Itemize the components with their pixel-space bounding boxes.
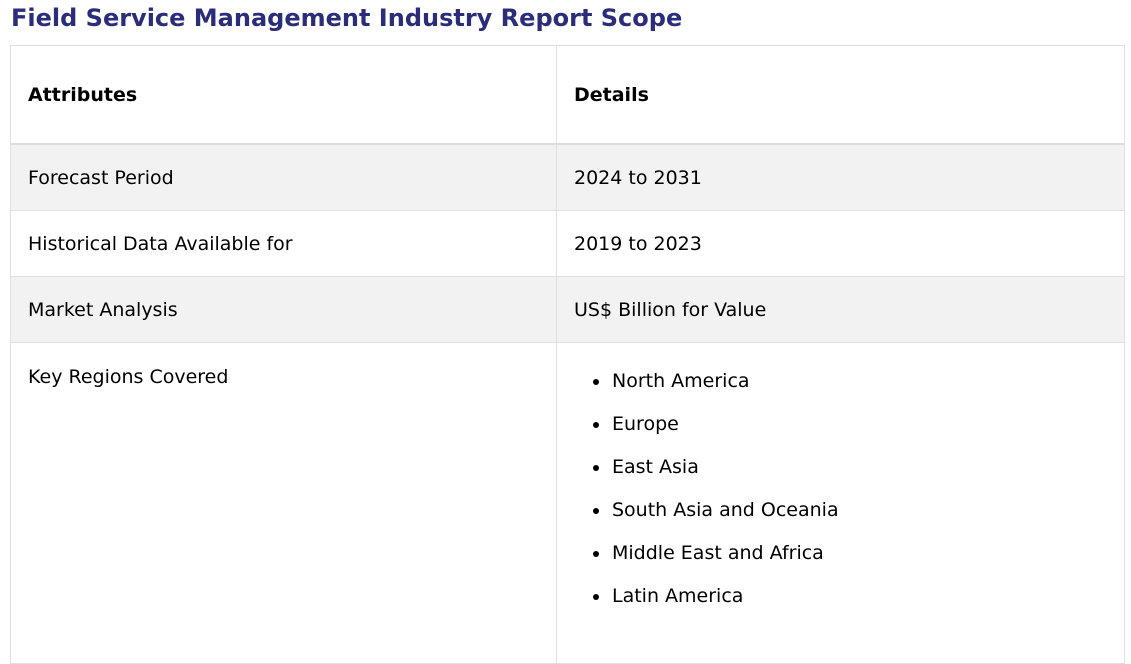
attribute-cell: Key Regions Covered (10, 342, 557, 664)
table-row: Forecast Period 2024 to 2031 (10, 143, 1125, 211)
column-header-details: Details (556, 45, 1125, 145)
table-row-regions: Key Regions Covered North America Europe… (10, 342, 1125, 664)
detail-cell: 2019 to 2023 (556, 210, 1125, 277)
regions-label: Key Regions Covered (28, 366, 229, 388)
list-item: South Asia and Oceania (611, 498, 1107, 522)
table-row: Historical Data Available for 2019 to 20… (10, 210, 1125, 277)
list-item: Latin America (611, 584, 1107, 608)
list-item: North America (611, 369, 1107, 393)
page-title: Field Service Management Industry Report… (11, 4, 683, 32)
attribute-cell: Historical Data Available for (10, 210, 557, 277)
attribute-cell: Market Analysis (10, 276, 557, 343)
attribute-cell: Forecast Period (10, 143, 557, 211)
region-list: North America Europe East Asia South Asi… (574, 369, 1107, 608)
detail-cell: US$ Billion for Value (556, 276, 1125, 343)
detail-cell: 2024 to 2031 (556, 143, 1125, 211)
detail-cell: North America Europe East Asia South Asi… (556, 342, 1125, 664)
column-header-attributes: Attributes (10, 45, 557, 145)
list-item: Middle East and Africa (611, 541, 1107, 565)
table-row: Market Analysis US$ Billion for Value (10, 276, 1125, 343)
list-item: Europe (611, 412, 1107, 436)
list-item: East Asia (611, 455, 1107, 479)
table-header-row: Attributes Details (10, 45, 1125, 145)
report-scope-table: Attributes Details Forecast Period 2024 … (10, 45, 1125, 664)
